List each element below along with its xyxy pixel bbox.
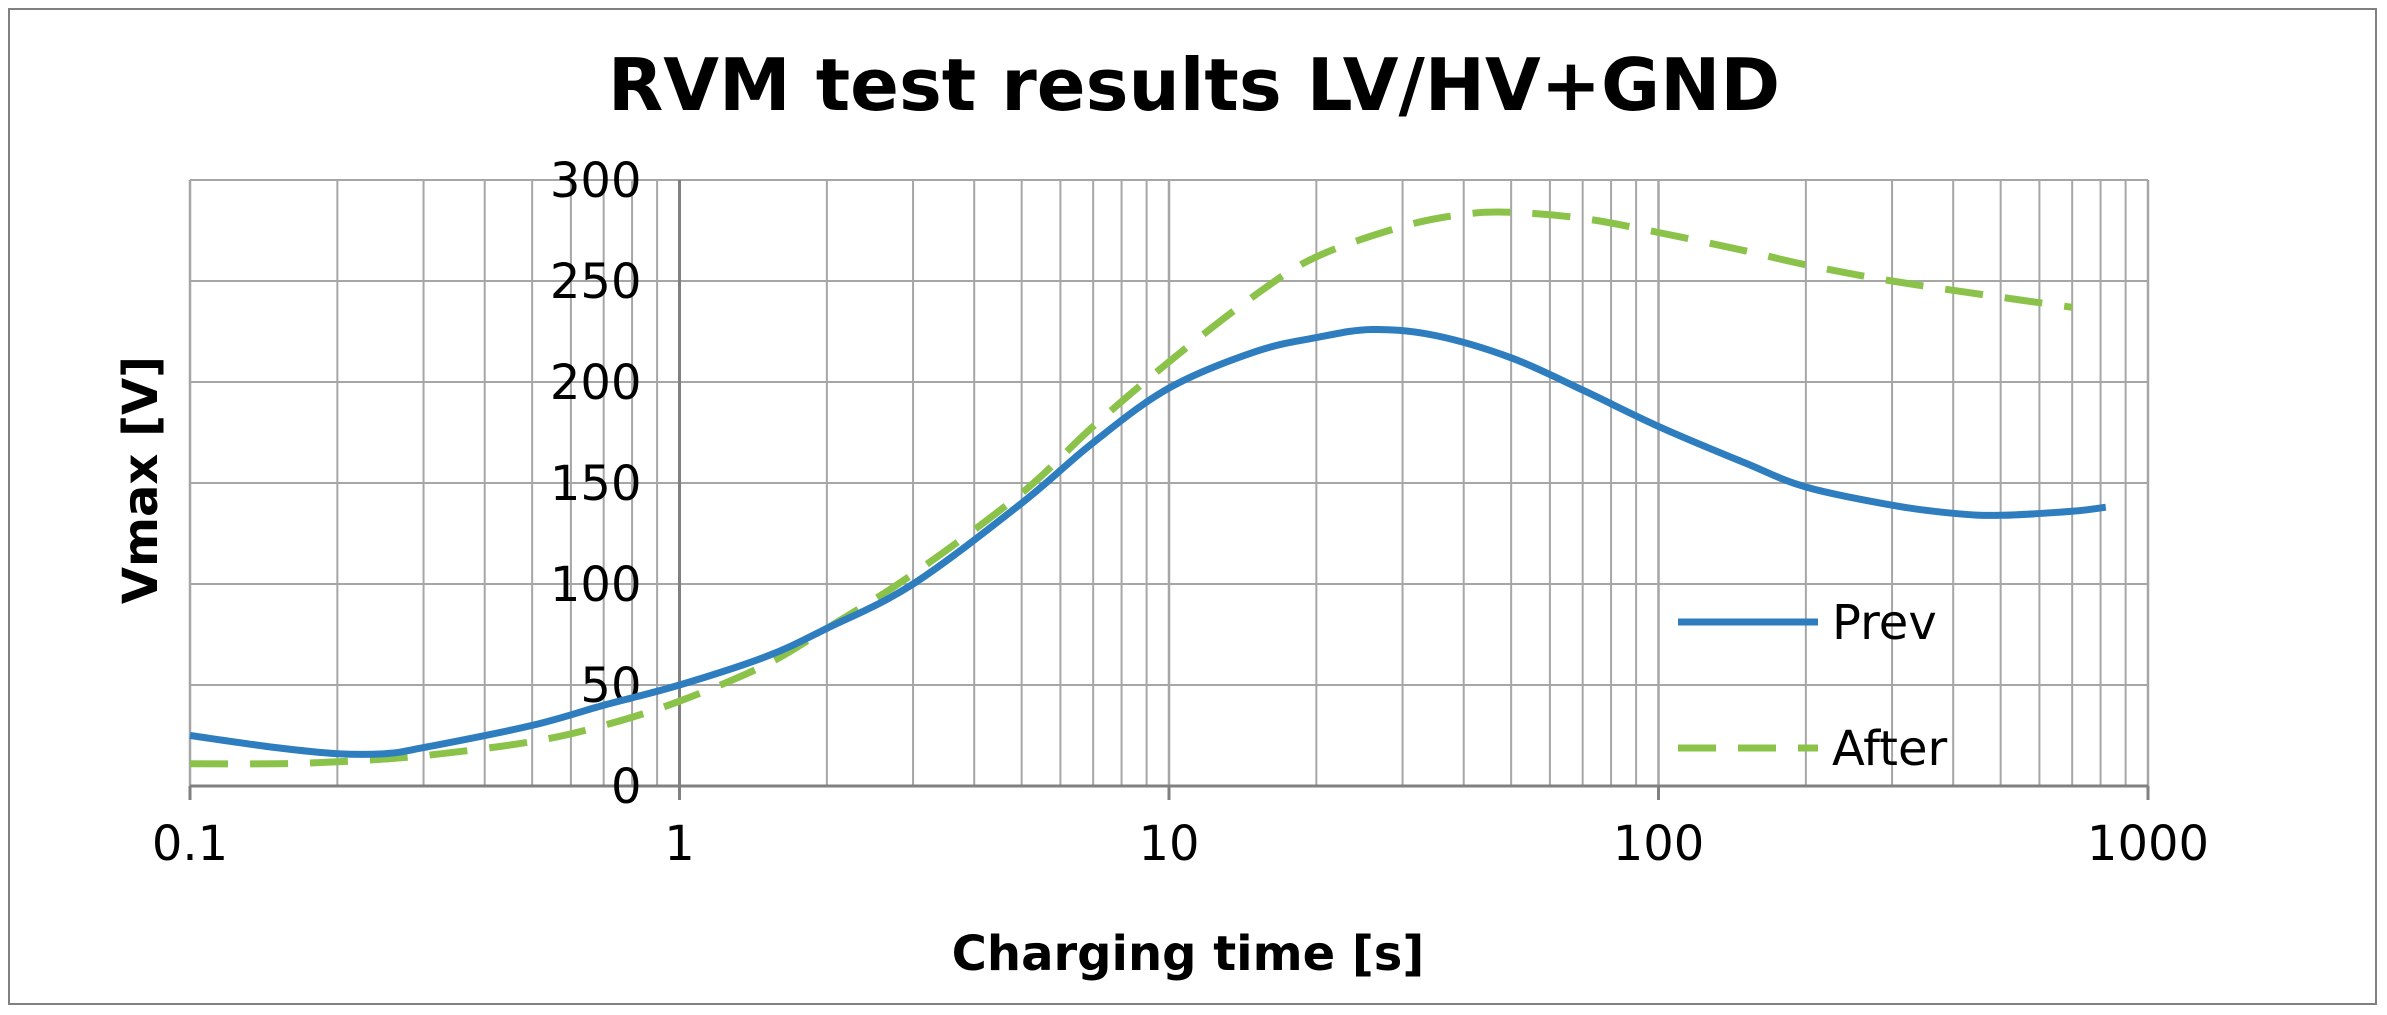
legend-label-prev: Prev — [1832, 595, 1937, 651]
y-tick-label: 100 — [550, 557, 642, 613]
legend-label-after: After — [1832, 721, 1948, 777]
y-tick-label: 0 — [611, 759, 642, 815]
y-axis-title: Vmax [V] — [113, 356, 169, 604]
x-tick-label: 1000 — [2087, 816, 2209, 872]
series-layer — [189, 208, 2107, 768]
grid-layer — [188, 179, 2150, 787]
series-line-after — [189, 208, 2073, 768]
x-tick-label: 1 — [664, 816, 695, 872]
x-axis-title: Charging time [s] — [952, 926, 1425, 982]
x-tick-label: 100 — [1613, 816, 1705, 872]
legend: Prev After — [1678, 595, 1948, 777]
x-tick-label: 0.1 — [152, 816, 228, 872]
y-tick-label: 250 — [550, 254, 642, 310]
chart-title: RVM test results LV/HV+GND — [608, 43, 1780, 127]
x-tick-label: 10 — [1138, 816, 1199, 872]
y-tick-label: 150 — [550, 456, 642, 512]
chart-svg: RVM test results LV/HV+GND 0.1 1 10 100 1000… — [113, 43, 2209, 982]
chart-frame: RVM test results LV/HV+GND 0.1 1 10 100 1000… — [8, 8, 2377, 1005]
y-tick-label: 300 — [550, 153, 642, 209]
y-tick-label: 200 — [550, 355, 642, 411]
series-line-prev — [189, 325, 2107, 758]
